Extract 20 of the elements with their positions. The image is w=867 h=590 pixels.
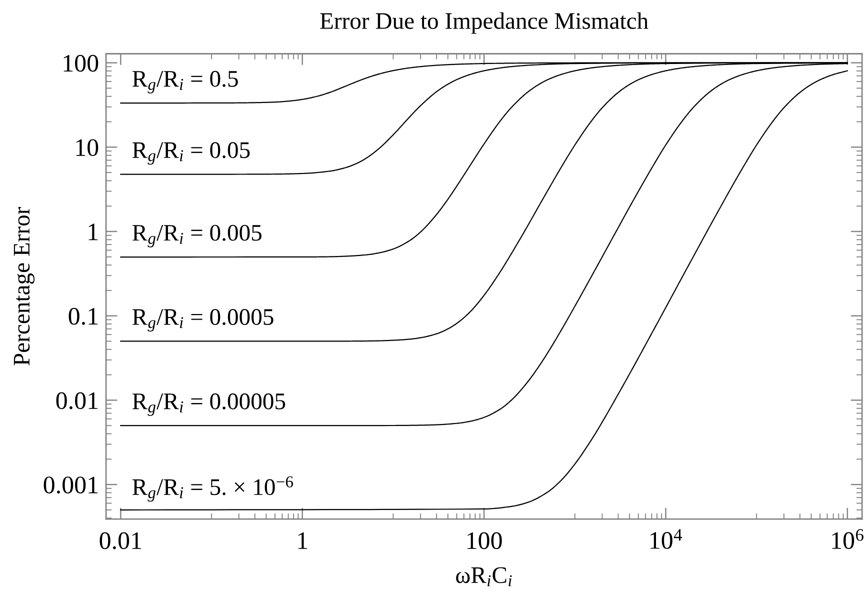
chart-title: Error Due to Impedance Mismatch [320, 12, 648, 34]
x-tick-label: 100 [467, 532, 502, 550]
y-axis-title: Percentage Error [14, 206, 35, 366]
x-tick-label: 1 [298, 532, 308, 549]
y-tick-label: 0.1 [68, 308, 98, 325]
series-label: R$_{g}$/R$_{i}$ = 0.005 [132, 224, 262, 248]
series-label: R$_{g}$/R$_{i}$ = 0.0005 [132, 309, 274, 332]
x-axis-title: ωR$_{i}$C$_{i}$ [456, 567, 512, 586]
y-tick-label: 1 [88, 224, 98, 240]
series-label: R$_{g}$/R$_{i}$ = 0.00005 [132, 393, 286, 416]
x-tick-label: 0.01 [100, 532, 142, 550]
y-tick-label: 0.001 [44, 476, 98, 494]
series-label: R$_{g}$/R$_{i}$ = 0.05 [132, 142, 250, 165]
y-tick-label: 10 [76, 139, 98, 156]
series-label: R$_{g}$/R$_{i}$ = 5. × 10$^{−6}$ [132, 476, 294, 502]
series-label: R$_{g}$/R$_{i}$ = 0.5 [132, 70, 238, 94]
x-tick-label: 10$^{4}$ [650, 529, 682, 549]
x-tick-label: 10$^{6}$ [832, 529, 864, 549]
y-tick-label: 0.01 [56, 392, 98, 410]
y-tick-label: 100 [64, 54, 98, 72]
